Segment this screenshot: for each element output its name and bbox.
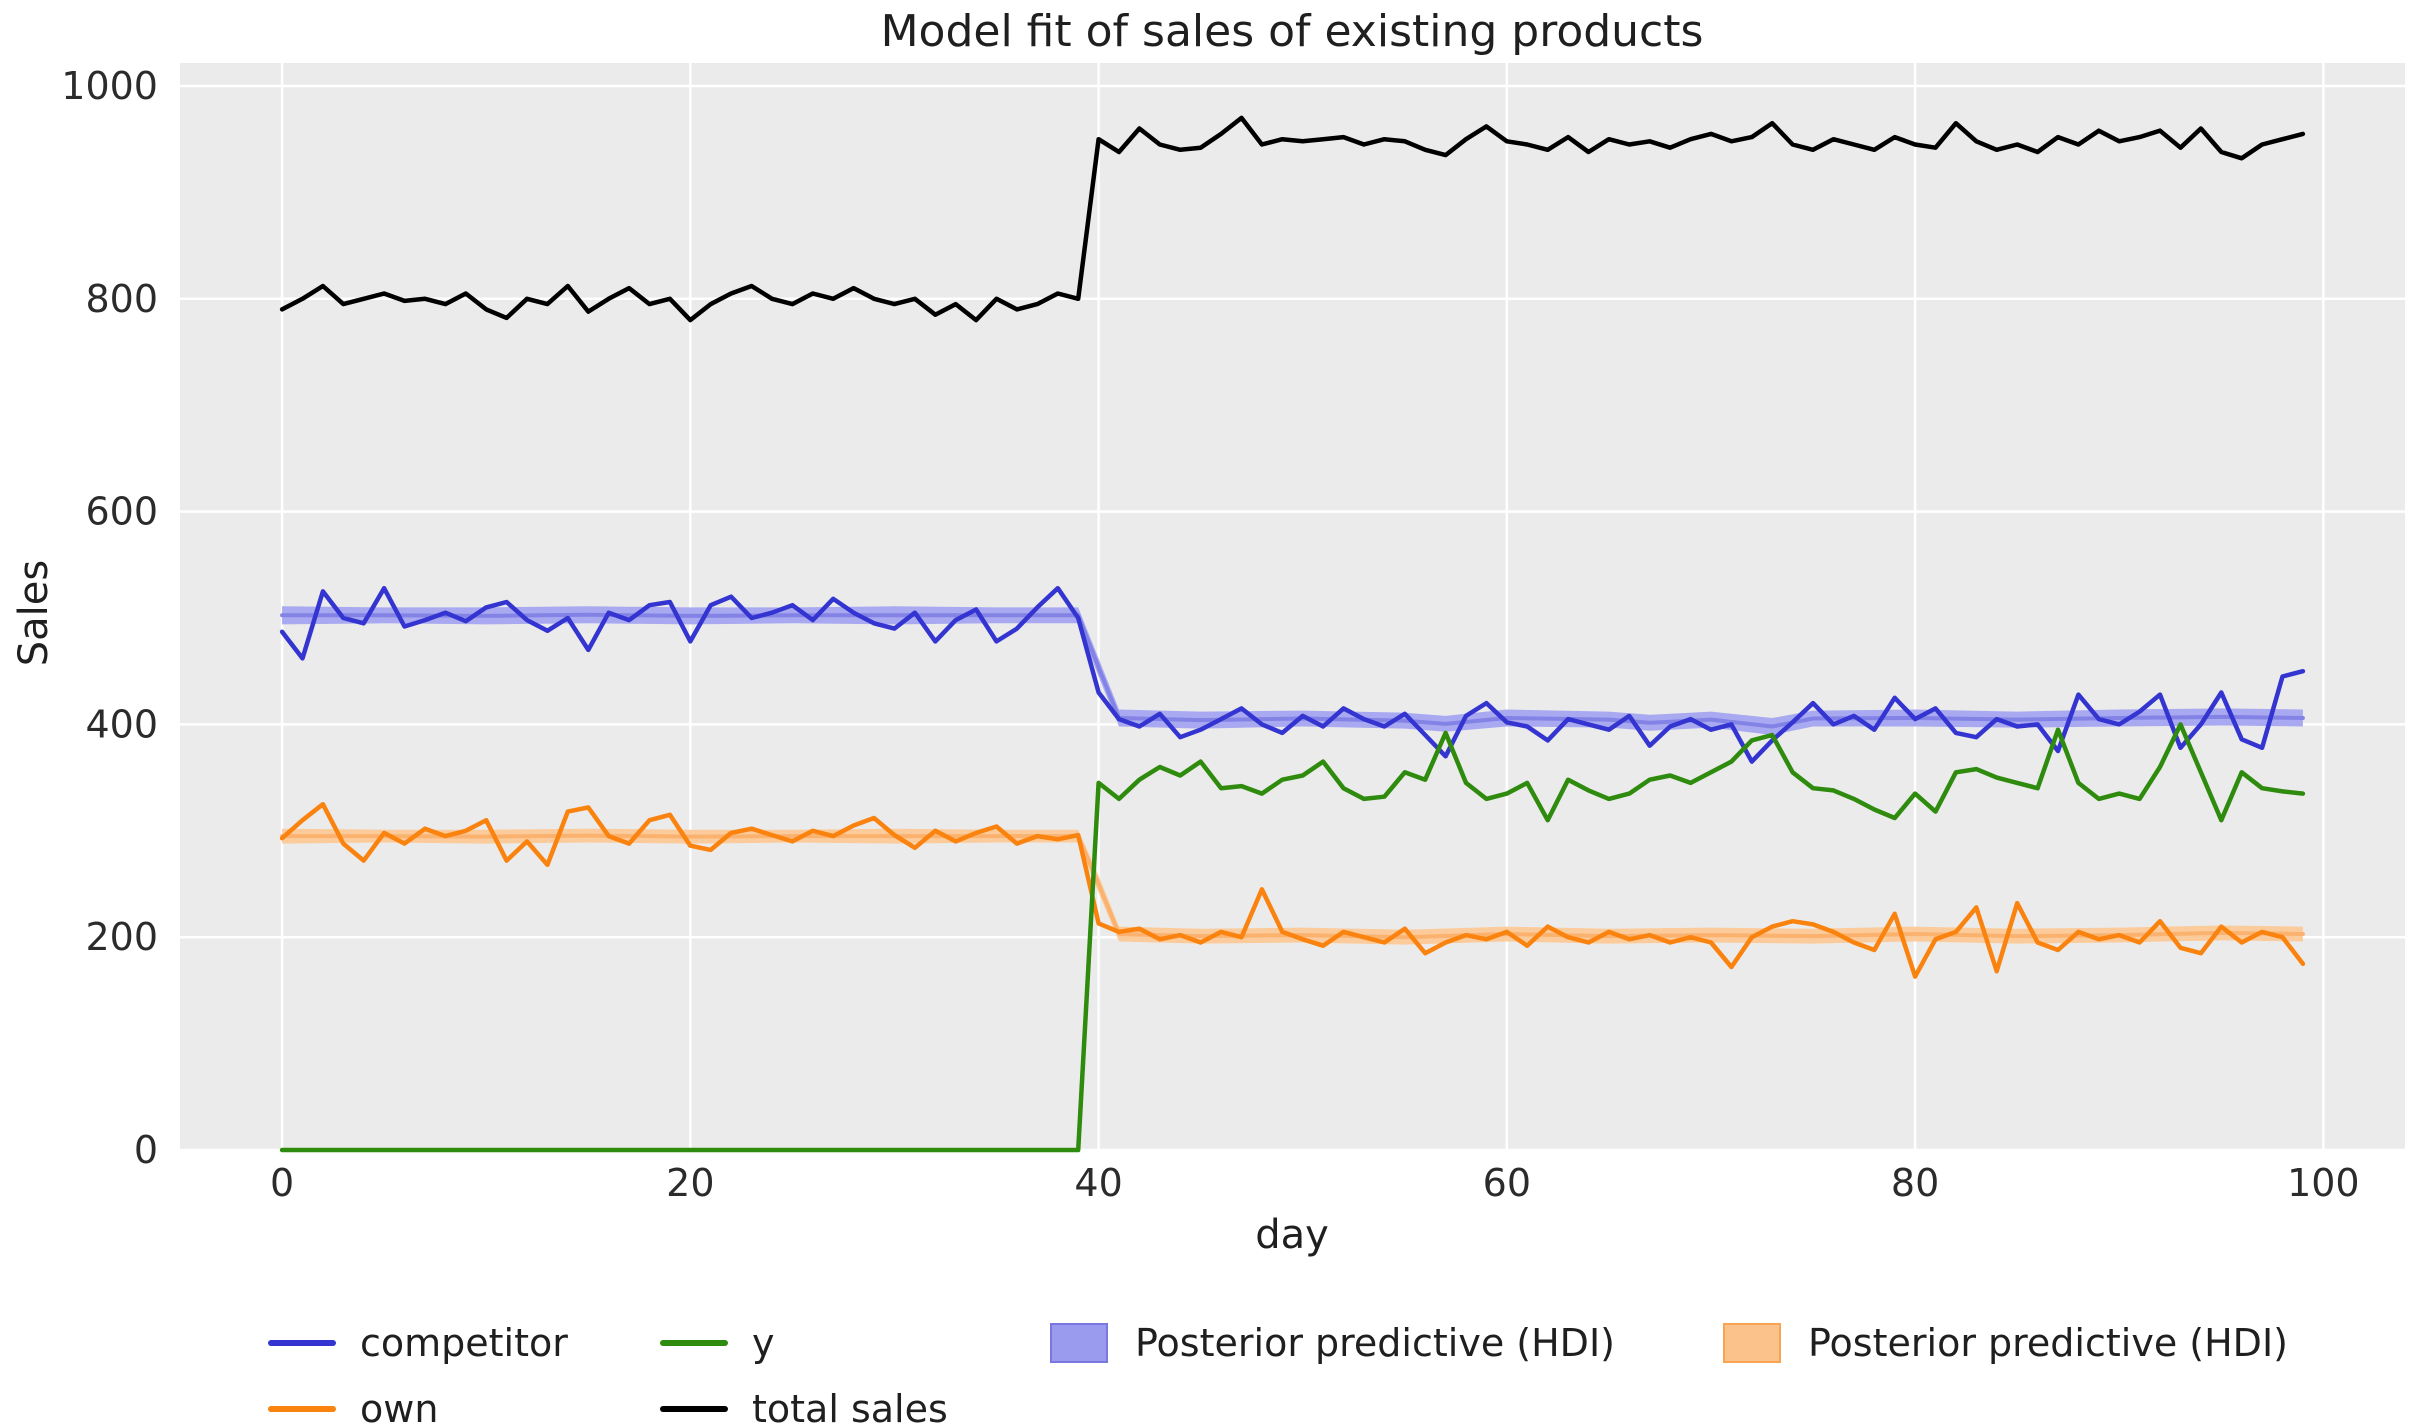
hdi-band bbox=[282, 828, 2303, 945]
hdi-band bbox=[282, 606, 2303, 735]
legend-item-posterior-predictive-hdi: Posterior predictive (HDI) bbox=[1050, 1320, 1615, 1366]
legend-line-swatch bbox=[268, 1406, 336, 1412]
y-tick-label: 600 bbox=[85, 490, 158, 534]
legend-line-swatch bbox=[660, 1340, 728, 1346]
legend-label: total sales bbox=[752, 1387, 948, 1423]
legend-label: competitor bbox=[360, 1321, 568, 1365]
legend-item-competitor: competitor bbox=[268, 1320, 568, 1366]
legend-label: Posterior predictive (HDI) bbox=[1808, 1321, 2288, 1365]
plot-background bbox=[180, 63, 2405, 1150]
legend-patch-swatch bbox=[1050, 1323, 1108, 1363]
x-tick-label: 80 bbox=[1891, 1161, 1939, 1205]
x-tick-label: 0 bbox=[270, 1161, 294, 1205]
series-line-total-sales bbox=[279, 115, 2306, 323]
legend-label: Posterior predictive (HDI) bbox=[1135, 1321, 1615, 1365]
y-tick-label: 400 bbox=[85, 702, 158, 746]
y-axis-label: Sales bbox=[11, 559, 57, 667]
series-line-y bbox=[279, 722, 2306, 1153]
y-tick-label: 200 bbox=[85, 915, 158, 959]
legend-label: own bbox=[360, 1387, 439, 1423]
chart-title: Model fit of sales of existing products bbox=[880, 6, 1704, 57]
y-tick-label: 1000 bbox=[61, 64, 158, 108]
hdi-median-line bbox=[280, 612, 2305, 729]
series-line-own bbox=[279, 801, 2306, 979]
x-tick-label: 40 bbox=[1074, 1161, 1122, 1205]
x-tick-label: 60 bbox=[1483, 1161, 1531, 1205]
y-tick-label: 0 bbox=[134, 1128, 158, 1172]
legend-line-swatch bbox=[660, 1406, 728, 1412]
x-axis-label: day bbox=[1255, 1212, 1329, 1258]
series-line-competitor bbox=[279, 585, 2306, 764]
y-tick-label: 800 bbox=[85, 277, 158, 321]
legend-line-swatch bbox=[268, 1340, 336, 1346]
x-tick-label: 100 bbox=[2287, 1161, 2360, 1205]
legend-item-y: y bbox=[660, 1320, 775, 1366]
legend: competitor own y total sales Posterior predi… bbox=[0, 1320, 2423, 1423]
legend-item-own: own bbox=[268, 1386, 438, 1423]
x-tick-label: 20 bbox=[666, 1161, 714, 1205]
legend-label: y bbox=[752, 1321, 775, 1365]
legend-patch-swatch bbox=[1723, 1323, 1781, 1363]
legend-item-posterior-predictive-hdi: Posterior predictive (HDI) bbox=[1723, 1320, 2288, 1366]
legend-item-total-sales: total sales bbox=[660, 1386, 948, 1423]
